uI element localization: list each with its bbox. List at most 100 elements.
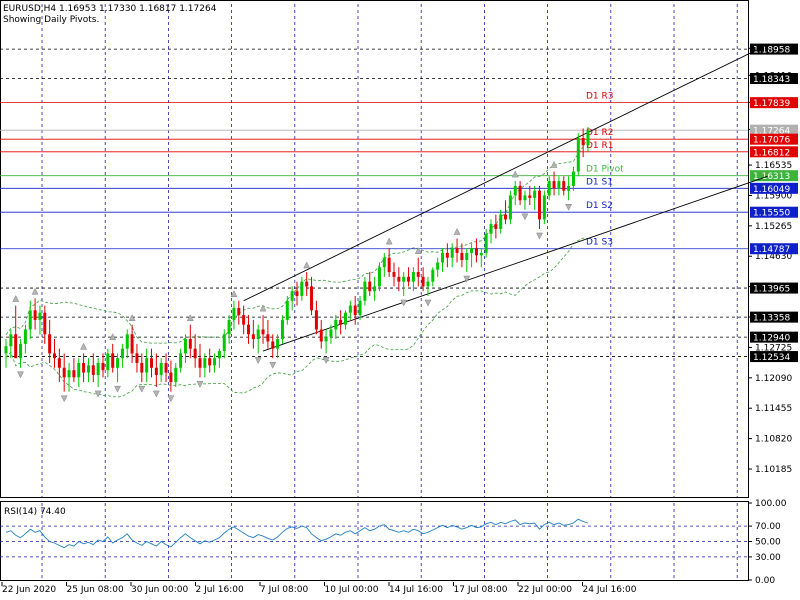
candle-body-bear <box>33 310 37 320</box>
candle-body-bull <box>431 269 435 282</box>
candle-body-bear <box>48 334 52 354</box>
candle-body-bear <box>455 248 459 253</box>
price-label-box <box>750 73 798 85</box>
pivot-name-label: D1 S2 <box>586 201 613 211</box>
candle-body-bull <box>363 281 367 301</box>
candle-body-bear <box>460 252 464 261</box>
candle-body-bear <box>518 185 522 201</box>
channel-upper-line <box>243 44 768 302</box>
candle-body-bear <box>445 252 449 258</box>
candle-body-bull <box>217 351 221 359</box>
candle-body-bear <box>353 305 357 316</box>
candle-body-bear <box>242 315 246 325</box>
candle-body-bull <box>465 252 469 261</box>
candle-body-bull <box>499 214 503 229</box>
candle-body-bear <box>314 310 318 330</box>
price-tick-label: 1.10185 <box>755 465 792 475</box>
x-tick-label: 17 Jul 08:00 <box>454 585 508 595</box>
candle-body-bear <box>140 362 144 373</box>
fractal-up-icon <box>186 314 194 321</box>
candle-body-bull <box>484 233 488 253</box>
fractal-down-icon <box>400 299 408 307</box>
candle-body-bull <box>116 358 120 368</box>
candle-body-bull <box>426 281 430 287</box>
candle-body-bull <box>523 195 527 201</box>
candle-body-bull <box>96 362 100 375</box>
candle-body-bear <box>247 324 250 335</box>
fractal-down-icon <box>536 232 543 240</box>
candle-body-bear <box>368 281 372 292</box>
candle-body-bear <box>504 214 508 220</box>
price-label-box <box>750 243 798 255</box>
fractal-down-icon <box>60 395 68 403</box>
price-tick-label: 1.10820 <box>755 435 792 445</box>
candle-body-bear <box>387 257 391 273</box>
fractal-down-icon <box>565 203 573 211</box>
price-label-text: 1.18958 <box>753 46 790 56</box>
price-label-box <box>750 146 798 158</box>
candle-body-bull <box>547 181 551 196</box>
candle-body-bear <box>416 272 420 277</box>
candle-body-bull <box>557 181 561 189</box>
candle-body-bear <box>53 353 56 359</box>
price-tick-label: 1.12725 <box>755 343 792 353</box>
fractal-up-icon <box>453 227 461 235</box>
fractal-up-icon <box>230 290 238 298</box>
fractal-up-icon <box>511 170 519 178</box>
candle-body-bull <box>125 334 129 349</box>
candle-body-bull <box>222 334 226 352</box>
candle-body-bull <box>576 138 580 172</box>
candle-body-bear <box>198 358 202 368</box>
candle-body-bull <box>174 367 178 383</box>
candle-body-bull <box>183 339 187 354</box>
fractal-up-icon <box>128 314 136 321</box>
pivot-name-label: D1 R1 <box>586 141 614 151</box>
candle-body-bear <box>111 353 115 368</box>
price-tick-label: 1.15265 <box>755 222 792 232</box>
candle-body-bull <box>276 339 280 349</box>
price-label-text: 1.17264 <box>753 127 790 137</box>
fractal-down-icon <box>17 371 24 379</box>
candle-body-bull <box>533 190 537 198</box>
candle-body-bear <box>494 224 498 229</box>
rsi-tick-label: 70.00 <box>755 522 781 532</box>
candle-body-bull <box>479 252 483 256</box>
candle-body-bull <box>470 248 474 253</box>
candle-body-bull <box>358 300 362 316</box>
fractal-down-icon <box>94 390 102 398</box>
candle-body-bull <box>441 252 444 263</box>
fractal-up-icon <box>414 247 422 254</box>
candle-body-bull <box>586 130 590 146</box>
price-label-text: 1.14787 <box>753 245 790 255</box>
price-label-box <box>750 170 798 182</box>
candle-body-bear <box>14 334 18 359</box>
fractal-down-icon <box>114 385 121 393</box>
candle-body-bear <box>407 276 411 282</box>
candle-body-bull <box>86 365 90 373</box>
candle-body-bull <box>285 300 289 320</box>
fractal-up-icon <box>259 304 267 312</box>
fractal-down-icon <box>463 275 471 283</box>
candle-body-bull <box>280 319 284 340</box>
candle-body-bull <box>567 185 571 191</box>
candle-body-bear <box>319 329 323 342</box>
price-label-text: 1.13358 <box>753 314 790 324</box>
candle-body-bull <box>203 358 207 368</box>
candle-body-bull <box>77 362 81 378</box>
x-tick-label: 22 Jul 00:00 <box>518 585 572 595</box>
candle-body-bull <box>213 358 217 366</box>
bollinger-upper <box>5 137 589 344</box>
x-tick-label: 7 Jul 08:00 <box>260 585 309 595</box>
candle-body-bear <box>164 362 168 373</box>
candle-body-bull <box>373 286 377 292</box>
candle-body-bear <box>310 286 314 311</box>
price-label-box <box>750 311 798 323</box>
candle-body-bull <box>179 353 183 368</box>
candle-body-bear <box>552 181 556 189</box>
pivots-subtitle: Showing Daily Pivots. <box>3 15 100 25</box>
candle-body-bull <box>28 310 32 330</box>
fractal-down-icon <box>521 213 529 221</box>
x-tick-label: 22 Jun 2020 <box>2 585 56 595</box>
fractal-down-icon <box>138 385 146 393</box>
